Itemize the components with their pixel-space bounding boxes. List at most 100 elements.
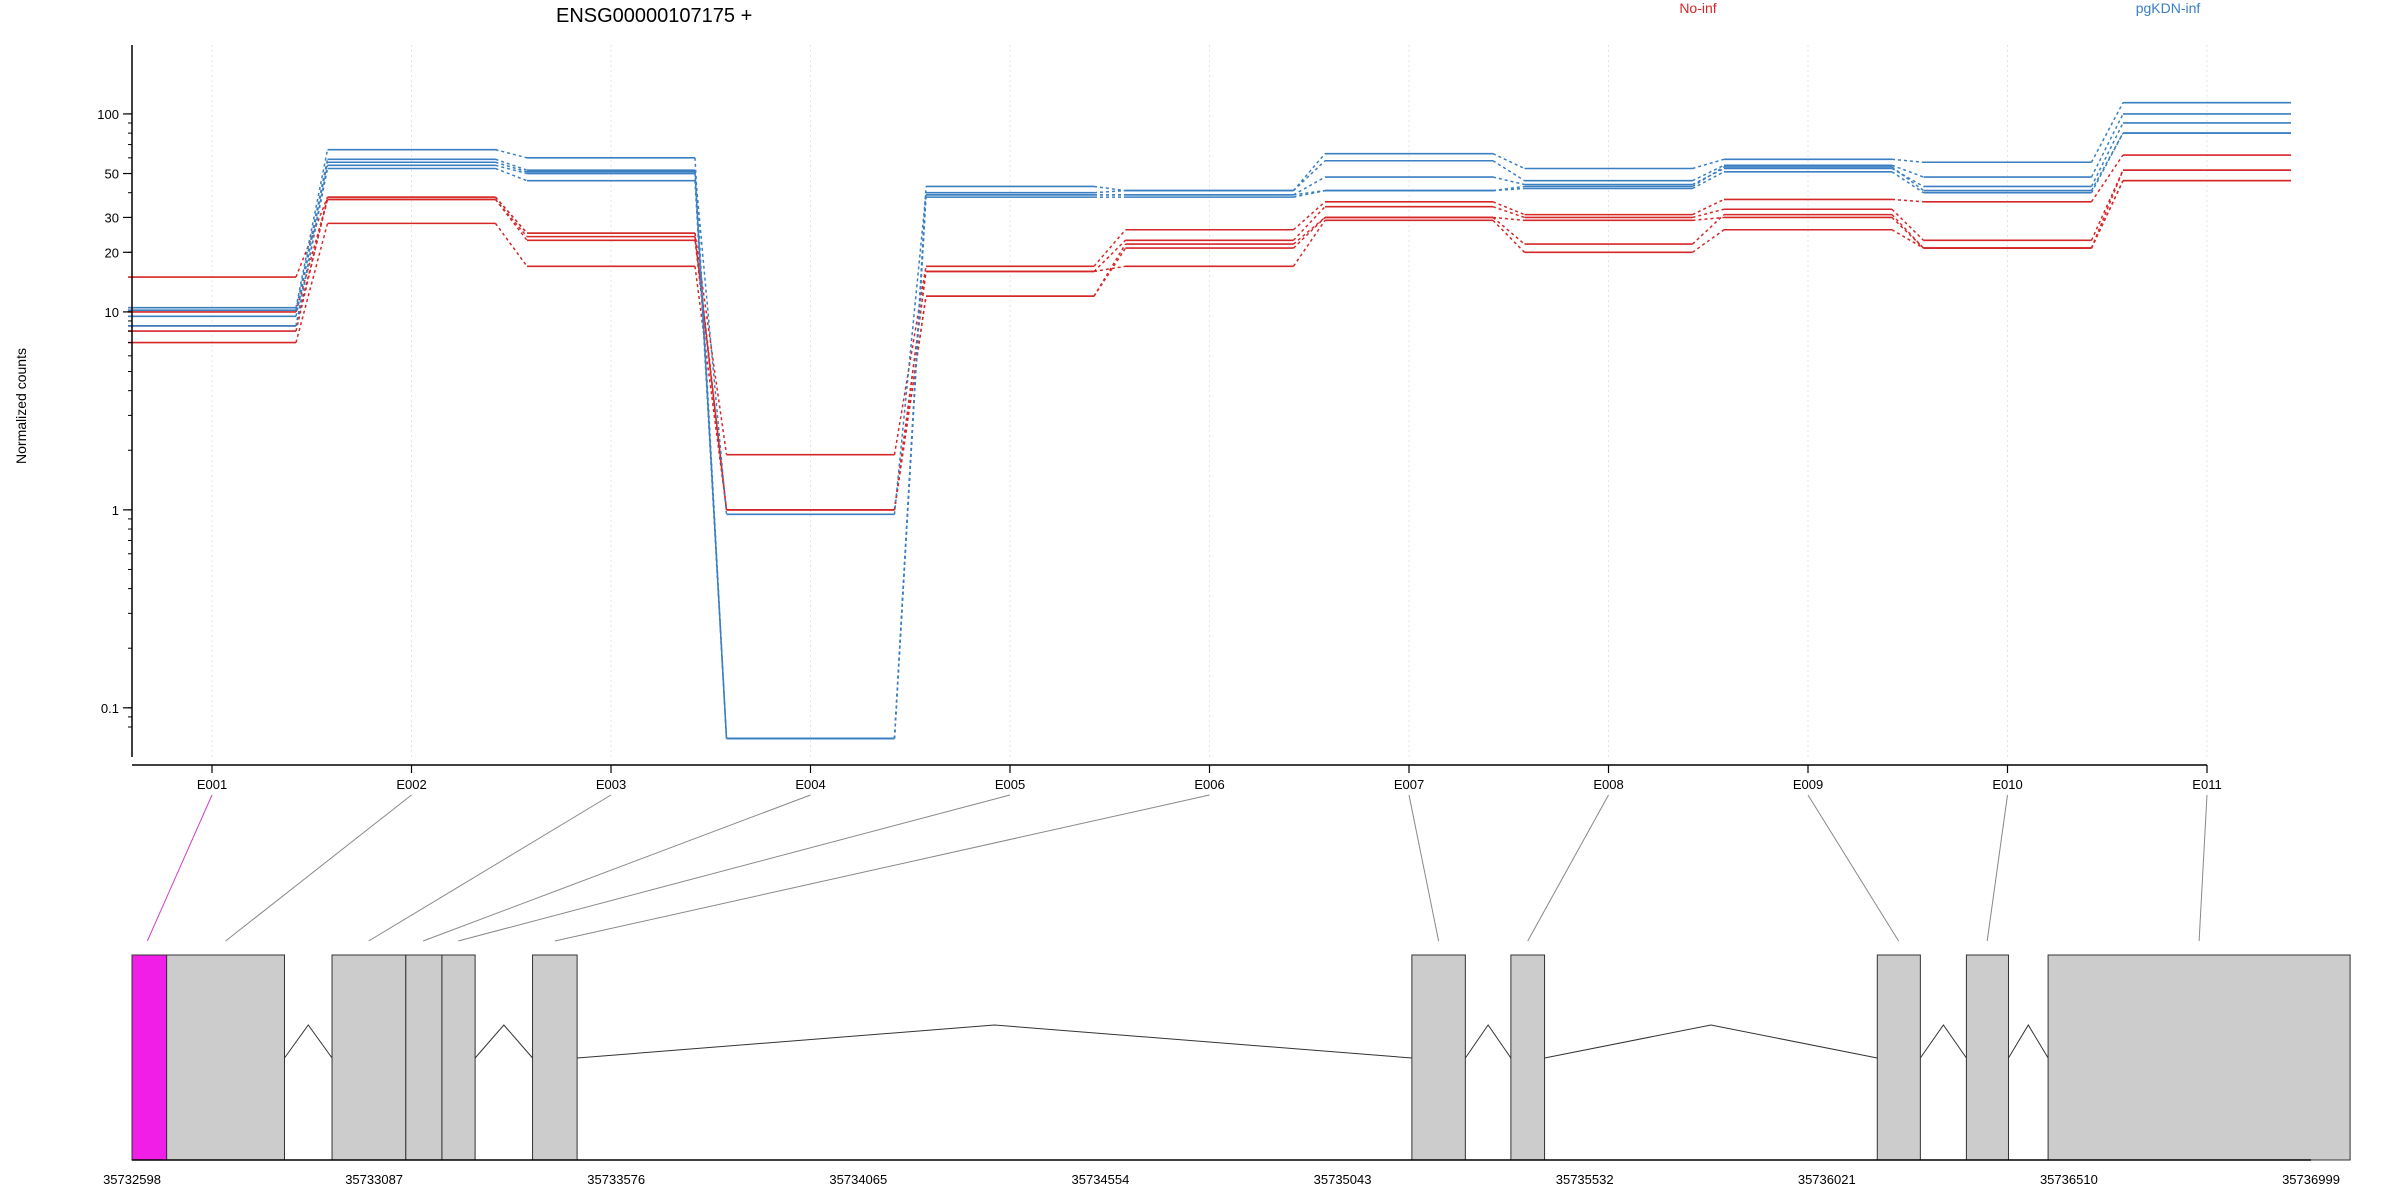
feature-link-e004	[422, 794, 811, 942]
data-connector	[495, 161, 528, 173]
feature-link-e009	[1807, 794, 1899, 942]
data-connector	[893, 271, 927, 510]
x-tick-label-e008: E008	[1593, 777, 1623, 792]
data-connector	[1292, 206, 1326, 241]
x-tick-label-e004: E004	[795, 777, 825, 792]
intron-line	[474, 1024, 533, 1059]
intron-line	[577, 1024, 1412, 1059]
exonic-part-11	[2047, 954, 2351, 1161]
y-tick-label: 20	[105, 245, 119, 260]
data-connector	[1492, 205, 1525, 219]
coordinate-label: 35736021	[1798, 1172, 1856, 1187]
y-tick-label: 1	[112, 503, 119, 518]
data-connector	[495, 164, 528, 175]
data-connector	[1093, 185, 1126, 192]
data-connector	[295, 168, 329, 327]
data-connector	[1891, 216, 1925, 249]
y-axis-label: Normalized counts	[13, 348, 29, 464]
data-connector	[694, 266, 728, 510]
data-connector	[1891, 171, 1924, 194]
data-connector	[2090, 113, 2124, 178]
exonic-part-4	[405, 954, 443, 1161]
data-connector	[1293, 189, 1326, 196]
data-connector	[495, 167, 528, 182]
data-connector	[893, 197, 927, 739]
coordinate-label: 35734554	[1072, 1172, 1130, 1187]
series-line-7	[128, 113, 2291, 516]
data-connector	[1891, 208, 1925, 241]
chart-title: ENSG00000107175 +	[556, 5, 752, 27]
legend-pgkdn-inf: pgKDN-inf	[2136, 0, 2201, 16]
grid-layer	[211, 45, 2208, 757]
feature-link-e008	[1527, 794, 1609, 942]
data-connector	[694, 173, 728, 739]
coordinate-label: 35736510	[2040, 1172, 2098, 1187]
data-connector	[495, 158, 528, 171]
data-connector	[295, 196, 329, 332]
x-tick-label-e009: E009	[1793, 777, 1823, 792]
intron-line	[2008, 1024, 2049, 1059]
exonic-part-7	[1411, 954, 1466, 1161]
data-connector	[1492, 216, 1525, 222]
data-connector	[1492, 176, 1525, 186]
feature-link-e010	[1986, 794, 2008, 942]
data-connector	[1293, 189, 1326, 198]
intron-line	[1464, 1024, 1512, 1059]
data-connector	[1292, 216, 1326, 249]
series-line-10	[128, 132, 2291, 740]
data-connector	[1093, 247, 1127, 297]
exonic-part-9	[1876, 954, 1921, 1161]
data-connector	[1492, 152, 1525, 170]
data-connector	[2090, 132, 2124, 194]
data-connector	[1692, 198, 1725, 216]
data-connector	[1891, 229, 1924, 249]
series-line-5	[128, 179, 2291, 511]
data-connector	[1492, 219, 1526, 253]
data-connector	[1891, 166, 1924, 192]
exonic-part-3	[331, 954, 407, 1161]
data-connector	[1293, 216, 1326, 245]
data-connector	[1292, 160, 1326, 192]
data-connector	[1692, 229, 1725, 253]
exonic-part-10	[1965, 954, 2009, 1161]
data-connector	[1891, 158, 1924, 164]
data-connector	[295, 199, 329, 327]
link-layer	[146, 794, 2208, 942]
data-connector	[494, 198, 528, 241]
series-layer	[128, 101, 2291, 740]
data-connector	[1093, 239, 1127, 273]
exonic-part-8	[1510, 954, 1546, 1161]
feature-link-e003	[368, 794, 612, 942]
axis-layer: 0.1 1 10 20 30 50 100 E001 E002 E003 E004 E005 E006 E…	[97, 45, 2222, 792]
coordinate-label: 35735532	[1556, 1172, 1614, 1187]
data-connector	[495, 148, 528, 159]
data-connector	[893, 266, 927, 455]
data-connector	[1692, 216, 1725, 222]
exonic-part-1	[131, 954, 168, 1161]
x-tick-label-e002: E002	[396, 777, 426, 792]
exonic-part-6	[532, 954, 578, 1161]
feature-link-e001	[146, 794, 213, 942]
x-tick-label-e007: E007	[1394, 777, 1424, 792]
coordinate-label: 35735043	[1314, 1172, 1372, 1187]
x-tick-label-e011: E011	[2192, 777, 2221, 792]
intron-line	[284, 1024, 333, 1059]
feature-link-e011	[2198, 794, 2208, 942]
gene-model: 35732598 35733087 35733576 35734065 35734554…	[103, 954, 2351, 1187]
data-connector	[2090, 180, 2124, 249]
coordinate-label: 35733087	[345, 1172, 403, 1187]
data-connector	[1093, 189, 1126, 194]
coordinate-label: 35732598	[103, 1172, 161, 1187]
data-connector	[1093, 265, 1126, 273]
feature-link-e005	[458, 794, 1011, 942]
data-connector	[295, 199, 329, 313]
y-tick-label: 50	[105, 167, 119, 182]
y-tick-label: 30	[105, 210, 119, 225]
data-connector	[1492, 187, 1525, 192]
data-connector	[1292, 153, 1326, 192]
data-connector	[1093, 229, 1127, 267]
data-connector	[694, 233, 728, 510]
data-connector	[1692, 208, 1725, 219]
data-connector	[295, 223, 329, 343]
